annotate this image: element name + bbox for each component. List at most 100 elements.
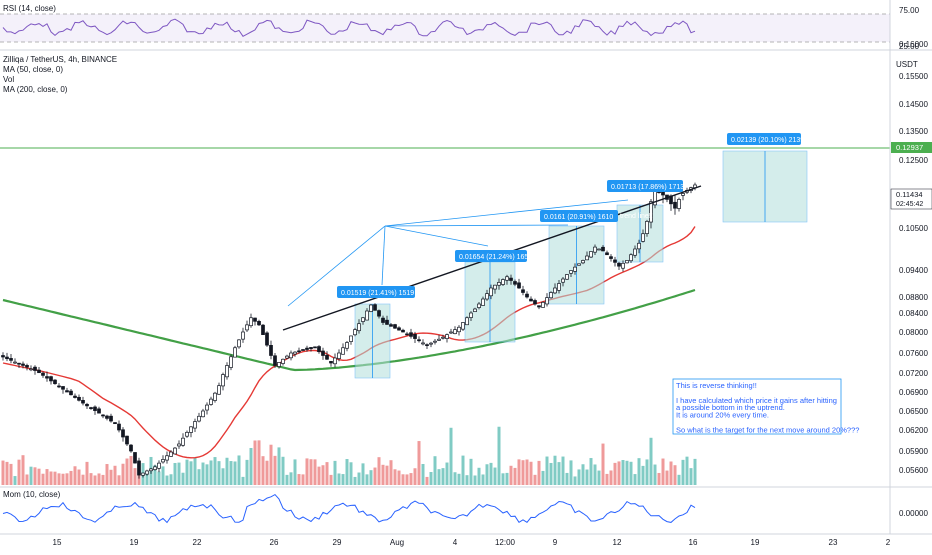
candle-body [469,312,473,318]
time-tick-label: 29 [333,538,342,547]
time-tick-label: 23 [829,538,838,547]
candle-body [125,435,129,445]
volume-bar [257,440,261,485]
candle-body [365,310,369,321]
ma200-legend: MA (200, close, 0) [3,85,68,94]
measure-boxes [354,150,808,379]
volume-bar [689,468,693,485]
candle-body [317,346,321,353]
candle-body [321,350,325,356]
candle-body [357,323,361,332]
volume-bar [181,472,185,485]
volume-bar [497,426,501,485]
volume-bar [629,461,633,485]
candle-body [69,390,73,396]
candle-body [457,326,461,333]
volume-bar [5,461,9,485]
candle-body [577,263,581,266]
measure-labels: 0.01519 (21.41%) 1519 0.01654 (21.24%) 16… [337,133,804,298]
candle-body [461,322,465,330]
candle-body [545,297,549,305]
volume-bar [49,471,53,485]
volume-bar [233,461,237,485]
price-tick-label: 0.06500 [899,407,928,416]
measure-label-text: 0.01713 (17.86%) 1713 [611,184,684,191]
time-tick-label: Aug [390,538,404,547]
candle-body [349,335,353,342]
candle-body [217,385,221,395]
volume-bar [73,466,77,485]
candle-body [225,365,229,378]
candle-body [213,392,217,401]
candle-body [613,259,617,263]
time-tick-label: 2 [886,538,891,547]
time-tick-label: 4 [453,538,458,547]
candle-body [589,251,593,258]
volume-bar [169,474,173,485]
volume-bar [273,455,277,485]
volume-bar [657,472,661,485]
candle-body [637,242,641,250]
current-price-text: 0.11434 [896,190,923,199]
volume-bar [193,457,197,485]
volume-bar [265,460,269,485]
candle-body [673,201,677,209]
volume-bar [89,473,93,485]
volume-bar [209,460,213,485]
volume-bar [593,464,597,485]
arrow-to-bottom-5 [384,199,629,227]
candle-body [397,327,401,331]
volume-bar [457,473,461,485]
arrow-to-bottom-1 [287,225,386,307]
volume-bar [37,468,41,485]
volume-bar [493,467,497,485]
price-axis: USDT 0.16000 0.15500 0.14500 0.13500 0.12500… [889,0,932,534]
note-line: So what is the target for the next move … [676,425,859,434]
candle-body [569,270,573,274]
candle-body [517,282,521,289]
volume-bar [537,460,541,485]
candle-body [621,262,625,269]
candle-body [441,336,445,339]
volume-bar [413,468,417,485]
candle-body [541,301,545,308]
volume-bar [225,457,229,485]
candle-body [309,347,313,349]
candle-body [85,403,89,407]
candle-body [97,408,101,414]
candle-body [61,386,65,390]
volume-bar [1,460,5,485]
momentum-pane: Mom (10, close) [2,490,696,524]
measure-label-text: 0.0161 (20.91%) 1610 [544,214,613,221]
candle-body [505,276,509,281]
candle-body [393,324,397,329]
ma50-legend: MA (50, close, 0) [3,65,63,74]
candle-body [409,332,413,337]
volume-bar [329,474,333,485]
candle-body [233,347,237,358]
volume-bar [461,455,465,485]
candle-body [521,289,525,293]
candle-body [137,460,141,476]
candle-body [269,345,273,356]
candle-body [189,426,193,433]
price-tick-label: 0.08800 [899,293,928,302]
arrow-to-bottom-3 [384,225,489,247]
volume-bar [525,459,529,485]
volume-bar [625,460,629,485]
volume-bar [125,458,129,485]
volume-bar [33,467,37,485]
volume-bar [405,474,409,485]
price-tick-label: 0.14500 [899,100,928,109]
volume-bar [293,459,297,485]
time-tick-label: 15 [53,538,62,547]
volume-bar [29,466,33,485]
volume-bar [509,465,513,485]
candle-body [337,352,341,359]
volume-bar [21,455,25,485]
candle-body [449,331,453,334]
candle-body [677,199,681,209]
candle-body [617,262,621,267]
price-tick-label: 0.15500 [899,72,928,81]
